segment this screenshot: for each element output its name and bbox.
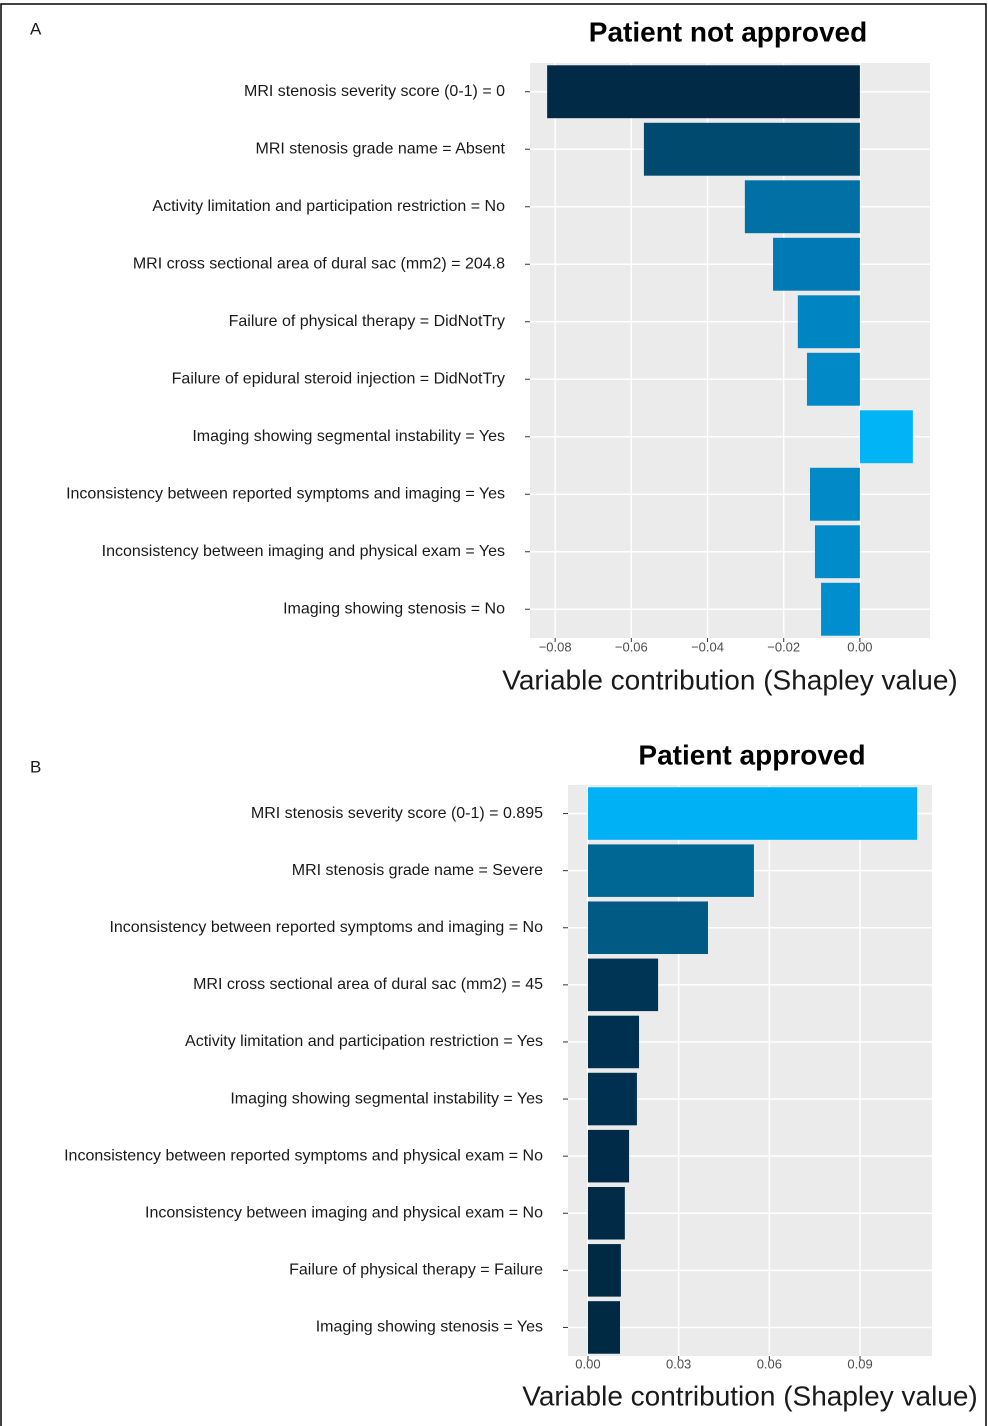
bar (587, 1301, 620, 1354)
y-tick-label: Failure of epidural steroid injection = … (172, 370, 505, 387)
y-tick-label: Failure of physical therapy = Failure (289, 1262, 543, 1279)
x-axis-title: Variable contribution (Shapley value) (502, 664, 958, 695)
bar (810, 467, 860, 521)
bar (821, 582, 860, 636)
bar (547, 65, 860, 119)
y-tick-label: MRI cross sectional area of dural sac (m… (133, 255, 505, 272)
y-tick-label: Inconsistency between imaging and physic… (102, 543, 505, 560)
bar (587, 787, 918, 840)
y-tick-label: Imaging showing segmental instability = … (230, 1090, 543, 1107)
x-tick-label: 0.00 (575, 1356, 600, 1371)
x-tick-label: 0.03 (666, 1356, 691, 1371)
y-tick-label: Imaging showing segmental instability = … (192, 428, 505, 445)
bar (587, 901, 708, 955)
bar (587, 1072, 637, 1126)
y-tick-label: MRI cross sectional area of dural sac (m… (193, 976, 543, 993)
bar (806, 352, 860, 406)
y-tick-label: Activity limitation and participation re… (185, 1033, 543, 1050)
y-tick-label: MRI stenosis severity score (0-1) = 0 (244, 83, 505, 100)
y-tick-label: Failure of physical therapy = DidNotTry (229, 313, 505, 330)
y-tick-label: Activity limitation and participation re… (152, 198, 505, 215)
x-tick-label: 0.09 (847, 1356, 872, 1371)
chart-title: Patient approved (638, 739, 865, 770)
y-tick-label: MRI stenosis grade name = Severe (292, 862, 543, 879)
bar (587, 1186, 625, 1240)
bar (643, 122, 860, 176)
bar (587, 1244, 621, 1297)
y-tick-label: MRI stenosis severity score (0-1) = 0.89… (251, 805, 543, 822)
y-tick-label: Inconsistency between reported symptoms … (109, 919, 543, 936)
y-tick-label: Imaging showing stenosis = Yes (316, 1319, 543, 1336)
bar (587, 1129, 630, 1183)
x-tick-label: 0.00 (847, 639, 872, 654)
bar (587, 958, 659, 1012)
y-tick-label: Imaging showing stenosis = No (283, 600, 505, 617)
bar (587, 844, 754, 897)
bar (587, 1015, 640, 1069)
y-tick-label: Inconsistency between reported symptoms … (66, 485, 505, 502)
chart-title: Patient not approved (589, 16, 867, 47)
panel-label: B (30, 757, 41, 776)
y-tick-label: Inconsistency between imaging and physic… (145, 1204, 543, 1221)
bar (773, 237, 860, 291)
bar (814, 525, 860, 579)
frame (0, 3, 987, 1426)
bar (744, 180, 860, 234)
x-tick-label: −0.02 (767, 639, 800, 654)
bar (797, 295, 860, 349)
x-tick-label: −0.06 (615, 639, 648, 654)
x-axis-title: Variable contribution (Shapley value) (522, 1380, 978, 1411)
y-tick-label: Inconsistency between reported symptoms … (64, 1147, 543, 1164)
x-tick-label: 0.06 (757, 1356, 782, 1371)
bar (859, 410, 913, 464)
y-tick-label: MRI stenosis grade name = Absent (256, 140, 506, 157)
x-tick-label: −0.04 (691, 639, 724, 654)
x-tick-label: −0.08 (539, 639, 572, 654)
panel-label: A (30, 19, 42, 38)
